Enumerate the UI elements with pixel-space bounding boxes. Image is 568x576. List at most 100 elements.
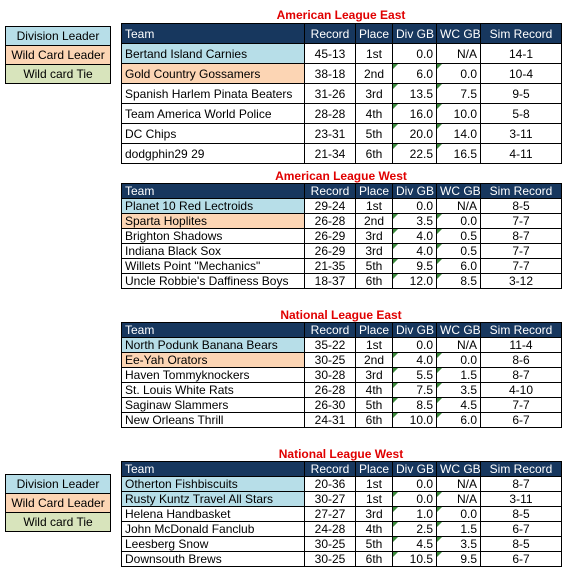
team-name-text: Bertand Island Carnies: [125, 46, 248, 61]
legend-wild-card-leader: Wild Card Leader: [5, 45, 111, 65]
sim-record-cell: 7-7: [480, 243, 562, 259]
record-cell-text: 30-25: [314, 537, 346, 551]
standings-table-al-west: Team Record Place Div GB WC GB Sim Record Plan…: [121, 183, 562, 289]
sim-record-cell-text: 6-7: [512, 552, 530, 566]
div-gb-cell-text: 16.0: [409, 106, 433, 121]
table-row: John McDonald Fanclub 24-28 4th 2.5 1.5 6-7: [121, 521, 562, 537]
comment-marker-icon: [437, 259, 442, 264]
sim-record-cell: 9-5: [480, 83, 562, 104]
comment-marker-icon: [437, 229, 442, 234]
comment-marker-icon: [393, 144, 398, 149]
sim-record-cell-text: 14-1: [508, 46, 534, 61]
place-cell: 5th: [355, 123, 393, 144]
team-name: New Orleans Thrill: [121, 412, 305, 428]
team-name-text: John McDonald Fanclub: [125, 522, 255, 536]
column-header: Sim Record: [480, 322, 562, 338]
record-cell: 31-26: [304, 83, 356, 104]
record-cell: 26-28: [304, 382, 356, 398]
record-cell-text: 18-37: [314, 274, 346, 288]
div-gb-cell: 4.0: [392, 243, 437, 259]
table-row: Sparta Hoplites 26-28 2nd 3.5 0.0 7-7: [121, 213, 562, 229]
team-name-text: Spanish Harlem Pinata Beaters: [125, 86, 293, 101]
comment-marker-icon: [437, 353, 442, 358]
comment-marker-icon: [393, 537, 398, 542]
wc-gb-cell: 3.5: [436, 382, 481, 398]
team-name: Sparta Hoplites: [121, 213, 305, 229]
wc-gb-cell-text: 3.5: [460, 537, 477, 551]
wc-gb-cell-text: 0.0: [460, 66, 477, 81]
div-gb-cell-text: 7.5: [416, 383, 433, 397]
team-name: St. Louis White Rats: [121, 382, 305, 398]
place-cell: 2nd: [355, 352, 393, 368]
wc-gb-cell-text: 0.5: [460, 229, 477, 243]
team-name: Downsouth Brews: [121, 551, 305, 567]
div-gb-cell-text: 13.5: [409, 86, 433, 101]
record-cell-text: 45-13: [314, 46, 346, 61]
comment-marker-icon: [437, 124, 442, 129]
sim-record-cell-text: 8-7: [512, 477, 530, 491]
record-cell-text: 27-27: [314, 507, 346, 521]
place-cell: 3rd: [355, 506, 393, 522]
wc-gb-cell-text: 1.5: [460, 368, 477, 382]
sim-record-cell-text: 6-7: [512, 413, 530, 427]
header-row: Team Record Place Div GB WC GB Sim Record: [121, 23, 562, 44]
comment-marker-icon: [393, 353, 398, 358]
wc-gb-cell: N/A: [436, 491, 481, 507]
team-name: Leesberg Snow: [121, 536, 305, 552]
sim-record-cell-text: 7-7: [512, 398, 530, 412]
table-row: Haven Tommyknockers 30-28 3rd 5.5 1.5 8-7: [121, 367, 562, 383]
column-header: Place: [355, 183, 393, 199]
team-name-text: Leesberg Snow: [125, 537, 209, 551]
place-cell-text: 1st: [365, 199, 382, 213]
sim-record-cell-text: 7-7: [512, 259, 530, 273]
comment-marker-icon: [393, 64, 398, 69]
comment-marker-icon: [437, 64, 442, 69]
wc-gb-cell-text: 7.5: [460, 86, 477, 101]
team-name-text: Willets Point "Mechanics": [125, 259, 261, 273]
record-cell: 35-22: [304, 337, 356, 353]
place-cell-text: 6th: [365, 274, 383, 288]
wc-gb-cell-text: 4.5: [460, 398, 477, 412]
sim-record-cell: 5-8: [480, 103, 562, 124]
wc-gb-cell: 9.5: [436, 551, 481, 567]
comment-marker-icon: [393, 214, 398, 219]
record-cell: 28-28: [304, 103, 356, 124]
comment-marker-icon: [437, 274, 442, 279]
team-name-text: Rusty Kuntz Travel All Stars: [125, 492, 274, 506]
record-cell-text: 30-25: [314, 353, 346, 367]
table-row: Downsouth Brews 30-25 6th 10.5 9.5 6-7: [121, 551, 562, 567]
sim-record-cell-text: 8-7: [512, 368, 530, 382]
record-cell: 30-25: [304, 551, 356, 567]
team-name: Bertand Island Carnies: [121, 43, 305, 64]
record-cell: 24-28: [304, 521, 356, 537]
div-gb-cell-text: 10.5: [409, 552, 433, 566]
div-gb-cell: 0.0: [392, 476, 437, 492]
div-gb-cell: 5.5: [392, 367, 437, 383]
place-cell-text: 2nd: [363, 214, 385, 228]
div-gb-cell: 2.5: [392, 521, 437, 537]
div-gb-cell: 22.5: [392, 143, 437, 164]
wc-gb-cell: N/A: [436, 476, 481, 492]
sim-record-cell: 11-4: [480, 337, 562, 353]
record-cell-text: 38-18: [314, 66, 346, 81]
div-gb-cell: 9.5: [392, 258, 437, 274]
legend-wild-card-tie: Wild card Tie: [5, 512, 111, 532]
table-row: Spanish Harlem Pinata Beaters 31-26 3rd 13.…: [121, 83, 562, 104]
table-row: Uncle Robbie's Daffiness Boys 18-37 6th 12.…: [121, 273, 562, 289]
place-cell-text: 4th: [365, 383, 383, 397]
team-name-text: North Podunk Banana Bears: [125, 338, 278, 352]
standings-table-al-east: Team Record Place Div GB WC GB Sim Record Bert…: [121, 23, 562, 164]
record-cell: 26-30: [304, 397, 356, 413]
wc-gb-cell-text: 0.0: [460, 353, 477, 367]
sim-record-cell: 7-7: [480, 258, 562, 274]
comment-marker-icon: [393, 413, 398, 418]
legend-division-leader: Division Leader: [5, 474, 111, 494]
place-cell: 4th: [355, 382, 393, 398]
column-header: Div GB: [392, 23, 437, 44]
team-name-text: Uncle Robbie's Daffiness Boys: [125, 274, 289, 288]
column-header: Sim Record: [480, 183, 562, 199]
team-name-text: Otherton Fishbiscuits: [125, 477, 238, 491]
sim-record-cell-text: 4-11: [509, 146, 533, 161]
team-name: Rusty Kuntz Travel All Stars: [121, 491, 305, 507]
div-gb-cell: 4.5: [392, 536, 437, 552]
